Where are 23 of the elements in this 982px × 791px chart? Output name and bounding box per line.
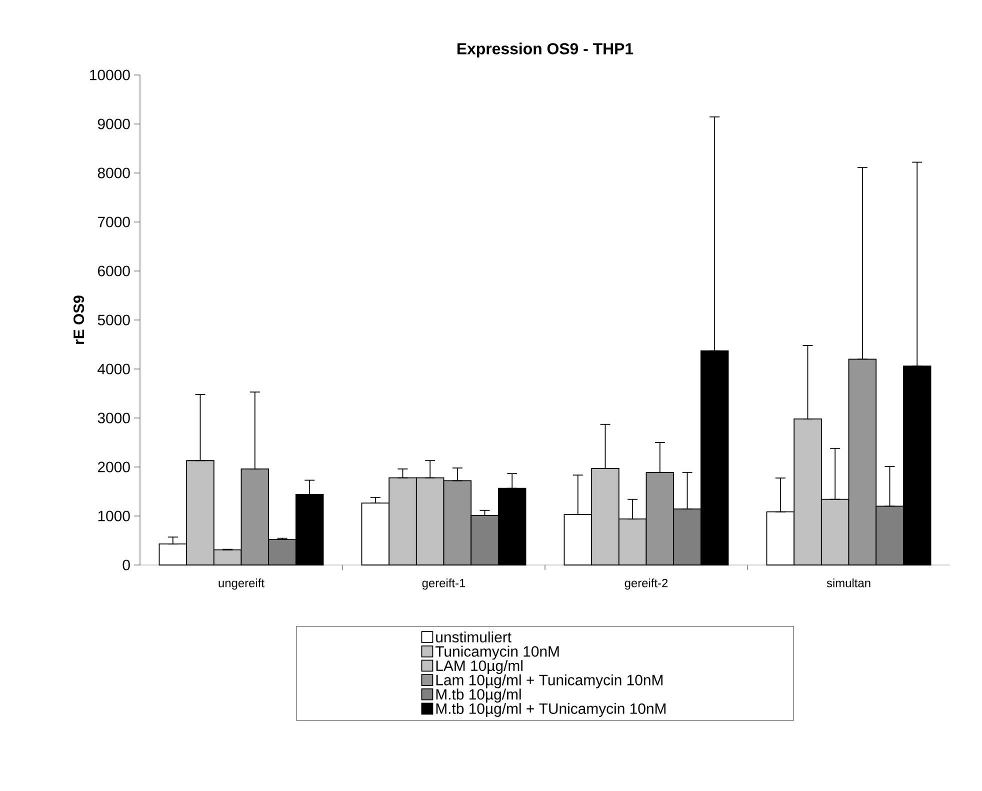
x-tick-label: gereift-2 [624, 578, 668, 590]
legend-label: unstimuliert [436, 631, 512, 642]
legend-label: Tunicamycin 10nM [435, 646, 559, 660]
y-tick-label: 9000 [98, 118, 130, 130]
y-tick-label: 5000 [98, 314, 130, 326]
y-tick-label: 0 [122, 560, 130, 570]
legend-label: M.tb 10µg/ml + TUnicamycin 10nM [436, 702, 666, 717]
y-tick-label: 7000 [98, 216, 130, 228]
y-tick-label: 4000 [98, 364, 130, 374]
legend-label: Lam 10µg/ml + Tunicamycin 10nM [436, 674, 662, 688]
chart-title: Expression OS9 - THP1 [457, 42, 634, 58]
y-axis-title: rE OS9 [74, 296, 84, 344]
x-tick-label: simultan [826, 578, 870, 588]
y-tick-label: 1000 [98, 510, 130, 522]
y-tick-label: 6000 [98, 266, 130, 276]
y-tick-label: 2000 [98, 462, 130, 472]
legend-label: M.tb 10µg/ml [436, 688, 521, 703]
y-tick-label: 10000 [90, 70, 130, 80]
y-tick-label: 3000 [98, 412, 130, 424]
legend-label: LAM 10µg/ml [436, 660, 522, 674]
x-tick-label: ungereift [218, 578, 264, 590]
y-tick-label: 8000 [98, 168, 130, 178]
x-tick-label: gereift-1 [422, 578, 466, 590]
